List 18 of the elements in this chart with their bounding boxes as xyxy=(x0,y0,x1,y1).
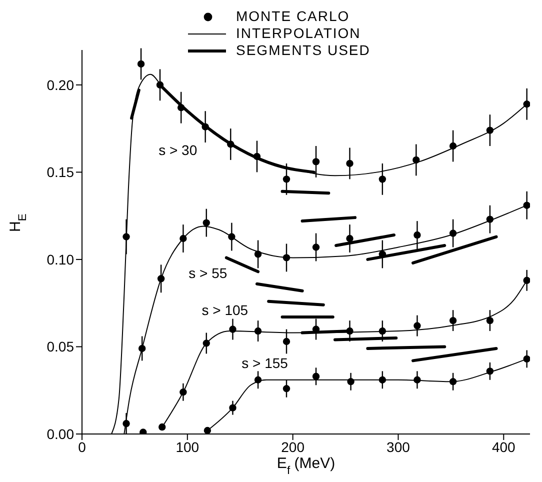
y-tick-label: 0.00 xyxy=(46,426,74,442)
y-tick-label: 0.05 xyxy=(46,338,74,355)
y-tick-label: 0.10 xyxy=(46,251,74,268)
legend-label: INTERPOLATION xyxy=(236,25,361,42)
legend-label: MONTE CARLO xyxy=(236,8,350,25)
x-tick-label: 300 xyxy=(386,438,410,455)
annotation: s > 155 xyxy=(242,354,288,371)
x-tick-label: 200 xyxy=(281,438,305,455)
annotation: s > 30 xyxy=(158,142,198,158)
x-tick-label: 100 xyxy=(176,438,200,455)
x-axis-title: E$_{f}$ (MeV) xyxy=(276,455,336,477)
y-tick-label: 0.15 xyxy=(46,164,74,180)
x-tick-label: 400 xyxy=(492,438,516,455)
x-tick-label: 0 xyxy=(78,438,86,455)
annotation: s > 105 xyxy=(202,302,248,318)
y-tick-label: 0.20 xyxy=(46,76,74,93)
legend-label: SEGMENTS USED xyxy=(236,42,370,59)
annotation: s > 55 xyxy=(188,264,228,281)
